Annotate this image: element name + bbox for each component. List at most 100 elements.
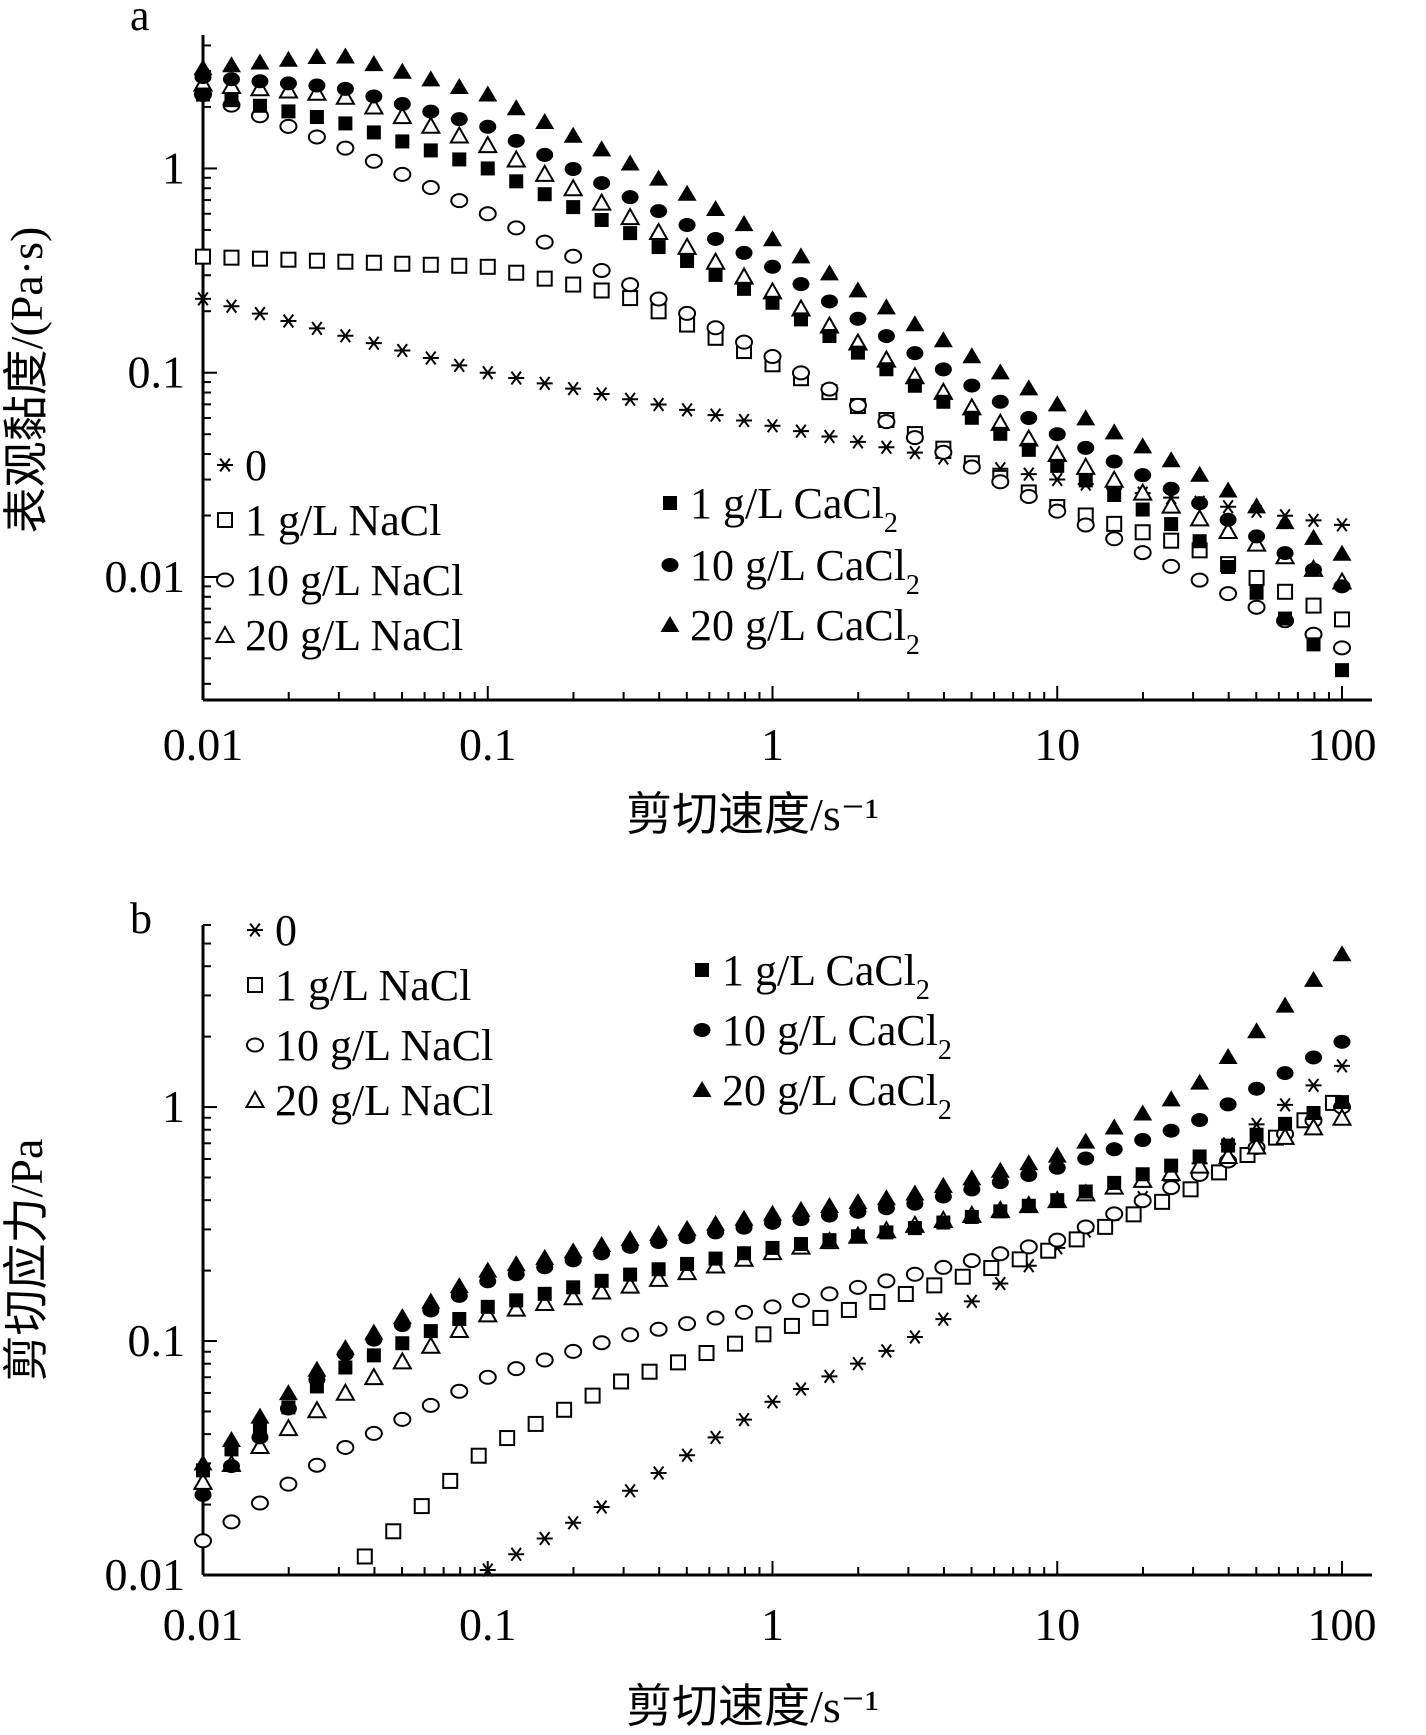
data-point — [337, 328, 354, 343]
data-point — [1305, 1050, 1323, 1065]
data-point — [1162, 481, 1180, 496]
data-point — [423, 143, 438, 158]
data-point — [1334, 517, 1350, 532]
data-point — [707, 408, 724, 423]
data-point — [1162, 1180, 1181, 1196]
data-point — [964, 410, 979, 425]
data-point — [792, 277, 810, 292]
x-axis-label: 剪切速度/s⁻¹ — [626, 1681, 879, 1732]
data-point — [1306, 1105, 1321, 1120]
data-point — [764, 1394, 781, 1409]
data-point — [507, 133, 525, 148]
data-point — [1278, 1116, 1293, 1131]
data-point — [222, 1514, 241, 1530]
data-point — [565, 1515, 582, 1530]
data-point — [993, 1204, 1008, 1219]
data-point — [619, 207, 641, 226]
data-point — [1103, 469, 1125, 488]
data-point — [1019, 379, 1039, 396]
data-point — [307, 129, 326, 145]
data-point — [1107, 1175, 1122, 1190]
data-point — [363, 96, 385, 115]
data-point — [535, 234, 554, 250]
data-point — [421, 180, 440, 196]
data-point — [878, 440, 895, 455]
data-point — [565, 276, 582, 293]
data-point — [537, 187, 552, 202]
data-point — [1305, 513, 1322, 528]
data-point — [1047, 1146, 1067, 1163]
data-point — [1190, 1073, 1210, 1090]
data-point — [763, 1299, 782, 1315]
data-point — [621, 277, 640, 293]
data-point — [879, 1225, 894, 1240]
data-point — [1211, 1164, 1228, 1181]
legend-label: 20 g/L NaCl — [275, 1076, 493, 1125]
data-point — [364, 153, 383, 169]
data-point — [421, 1397, 440, 1413]
data-point — [649, 291, 668, 307]
data-point — [442, 1472, 459, 1489]
data-point — [335, 1339, 355, 1356]
data-point — [670, 1354, 687, 1371]
data-point — [1247, 497, 1267, 514]
panel-label: a — [130, 0, 150, 40]
data-point — [737, 1246, 752, 1261]
data-point — [678, 218, 696, 233]
data-point — [649, 1321, 668, 1337]
panel-label: b — [130, 894, 152, 943]
data-point — [478, 1261, 498, 1278]
data-point — [677, 184, 697, 201]
data-point — [536, 376, 553, 391]
data-point — [1275, 513, 1295, 530]
data-point — [1218, 481, 1238, 498]
legend-label: 10 g/L NaCl — [245, 556, 463, 605]
series-4 — [196, 1095, 1349, 1478]
legend-label: 20 g/L NaCl — [245, 611, 463, 660]
legend-marker — [695, 963, 709, 977]
data-point — [877, 1273, 896, 1289]
data-point — [876, 298, 896, 315]
y-tick-label: 0.1 — [128, 347, 186, 398]
data-point — [591, 1281, 612, 1300]
data-point — [1105, 531, 1124, 547]
data-point — [394, 255, 411, 272]
data-point — [1189, 1155, 1210, 1174]
data-point — [222, 72, 240, 87]
data-point — [594, 1273, 609, 1288]
data-point — [364, 55, 384, 72]
data-point — [877, 414, 896, 430]
data-point — [934, 362, 952, 377]
data-point — [1161, 451, 1181, 468]
data-point — [365, 254, 382, 271]
data-point — [449, 1277, 469, 1294]
legend-label: 20 g/L CaCl2 — [722, 1066, 952, 1126]
data-point — [1154, 1193, 1171, 1210]
data-point — [1217, 521, 1239, 540]
data-point — [536, 147, 554, 162]
data-point — [990, 363, 1010, 380]
y-axis-label: 剪切应力/Pa — [1, 1139, 52, 1382]
data-point — [963, 1294, 980, 1309]
x-tick-label: 1 — [761, 719, 784, 770]
data-point — [819, 1196, 839, 1213]
data-point — [990, 1161, 1010, 1178]
data-point — [820, 1286, 839, 1302]
data-point — [451, 257, 468, 274]
data-point — [251, 1430, 269, 1445]
data-point — [1189, 508, 1210, 527]
data-point — [679, 402, 696, 417]
data-point — [308, 252, 325, 269]
data-point — [309, 110, 324, 125]
data-point — [422, 350, 439, 365]
legend: 0 1 g/L NaCl 10 g/L NaCl 20 g/L NaCl 1 g/L C… — [214, 441, 920, 661]
data-point — [338, 116, 353, 131]
data-point — [1247, 1022, 1267, 1039]
data-point — [223, 299, 240, 314]
y-tick-label: 0.1 — [128, 1315, 186, 1366]
data-point — [1164, 517, 1179, 532]
data-point — [307, 47, 327, 64]
data-point — [250, 1495, 269, 1511]
data-point — [1133, 1193, 1152, 1209]
